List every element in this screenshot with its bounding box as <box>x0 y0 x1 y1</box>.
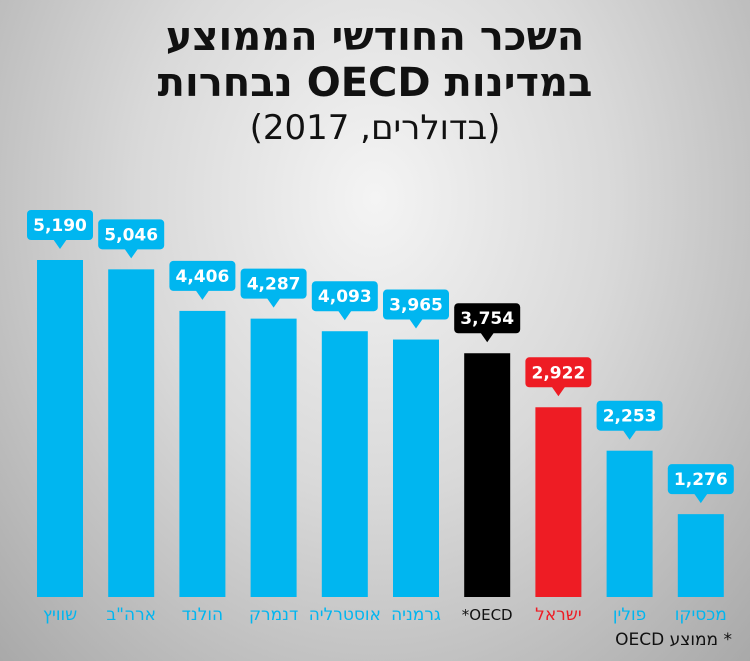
value-label: 5,190 <box>33 216 87 236</box>
value-label-pointer <box>480 332 495 343</box>
bar <box>393 339 439 597</box>
title-line-1: השכר החודשי הממוצע <box>165 14 585 60</box>
value-label-bubble <box>311 281 378 312</box>
bar <box>535 407 582 597</box>
value-label-pointer <box>53 239 67 249</box>
footnote: * ממוצע OECD <box>615 630 732 650</box>
bar <box>37 260 83 597</box>
value-label-pointer <box>693 493 708 504</box>
value-label-bubble <box>169 260 236 291</box>
value-label-pointer <box>551 386 566 397</box>
category-label: ארה"ב <box>106 605 156 625</box>
value-label-bubble <box>596 400 663 431</box>
value-label: 4,287 <box>247 275 301 295</box>
value-label: 3,754 <box>460 309 514 329</box>
value-label-bubble <box>240 268 307 299</box>
bar <box>179 310 226 597</box>
category-label: מכסיקו <box>675 605 727 625</box>
value-label: 4,406 <box>176 267 230 287</box>
bar <box>464 353 511 597</box>
value-label-bubble <box>667 464 734 495</box>
value-label-bubble <box>27 210 93 240</box>
value-label: 2,922 <box>532 363 586 383</box>
bar <box>250 318 297 597</box>
bar <box>108 269 155 597</box>
value-label-pointer <box>266 297 281 308</box>
category-label: ישראל <box>535 605 581 625</box>
value-label-bubble <box>454 303 521 334</box>
value-label: 4,093 <box>318 287 372 307</box>
category-label: דנמרק <box>249 605 298 625</box>
category-label: פולין <box>613 605 646 625</box>
bar <box>677 514 724 597</box>
category-label: גרמניה <box>391 605 441 625</box>
bar <box>321 331 368 597</box>
value-label-pointer <box>124 248 139 259</box>
chart-subtitle: (בדולרים, 2017) <box>249 108 501 148</box>
value-label-bubble <box>98 219 165 250</box>
value-label: 2,253 <box>603 407 657 427</box>
value-label-pointer <box>337 310 352 321</box>
value-label-pointer <box>195 289 210 300</box>
bar <box>606 450 653 597</box>
value-label-bubble <box>383 289 449 320</box>
value-label-bubble <box>525 357 592 388</box>
category-label: OECD* <box>462 606 513 624</box>
value-label: 5,046 <box>104 225 158 245</box>
category-label: שוויץ <box>43 605 77 625</box>
title-line-2: במדינות OECD נבחרות <box>157 60 593 106</box>
category-label: הולנד <box>182 605 224 625</box>
value-label-pointer <box>409 318 423 329</box>
category-label: אוסטרליה <box>309 605 381 625</box>
chart-title: השכר החודשי הממוצע במדינות OECD נבחרות (… <box>0 14 750 150</box>
value-label: 1,276 <box>674 470 728 490</box>
value-label-pointer <box>622 429 637 440</box>
value-label: 3,965 <box>389 296 443 316</box>
